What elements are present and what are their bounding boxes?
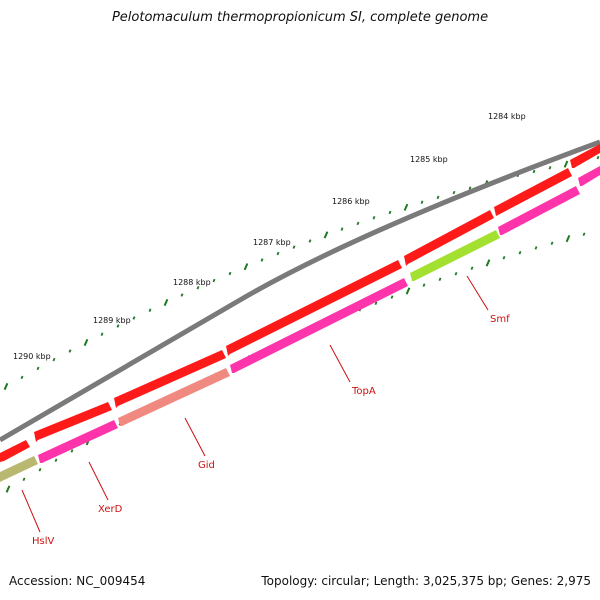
accession-text: Accession: NC_009454 [9, 574, 146, 588]
scale-tick-minor [420, 200, 424, 204]
gene-label-smf: Smf [490, 314, 510, 325]
scale-tick-minor [196, 285, 200, 290]
scale-tick-minor [228, 271, 232, 276]
scale-tick-minor [148, 308, 152, 312]
scale-tick-major [323, 231, 329, 239]
scale-tick-minor [422, 283, 426, 287]
gene-forward[interactable] [0, 440, 30, 462]
scale-tick-minor [534, 246, 538, 250]
scale-tick-minor [518, 250, 522, 255]
gene-labels: HslV XerD Gid TopA Smf [32, 314, 510, 547]
gene-reverse[interactable] [578, 166, 600, 186]
gene-label-hslv: HslV [32, 536, 55, 547]
scale-tick-minor [388, 210, 392, 215]
scale-tick-minor [38, 467, 42, 472]
scale-tick-minor [70, 449, 74, 453]
scale-tick-major [405, 287, 411, 295]
scale-tick-minor [548, 166, 552, 170]
scale-tick-minor [532, 169, 536, 174]
gene-forward[interactable] [114, 350, 226, 408]
forward-strand-genes [0, 144, 600, 462]
gene-label-leaders [21, 275, 489, 533]
map-title: Pelotomaculum thermopropionicum SI, comp… [111, 10, 489, 25]
scale-tick-minor [260, 258, 264, 262]
scale-tick-major [83, 338, 89, 347]
scale-tick-minor [180, 293, 184, 297]
genome-backbone [0, 139, 600, 443]
kbp-label: 1286 kbp [332, 197, 370, 206]
scale-tick-minor [54, 458, 58, 462]
scale-tick-minor [36, 366, 40, 371]
scale-tick-major [485, 259, 491, 267]
kbp-label: 1290 kbp [13, 352, 51, 361]
scale-tick-minor [276, 251, 280, 256]
kbp-label: 1284 kbp [488, 112, 526, 121]
scale-tick-minor [52, 357, 56, 362]
scale-tick-minor [550, 241, 554, 245]
scale-tick-major [565, 234, 571, 243]
gene-smf[interactable] [410, 230, 500, 281]
gene-reverse[interactable] [498, 186, 580, 235]
gene-topa[interactable] [230, 278, 408, 373]
scale-tick-minor [116, 324, 120, 328]
gene-label-topa: TopA [351, 386, 376, 397]
scale-tick-minor [68, 349, 72, 353]
scale-tick-major [403, 203, 409, 211]
scale-tick-minor [438, 277, 442, 282]
kbp-label: 1288 kbp [173, 278, 211, 287]
gene-label-xerd: XerD [98, 504, 123, 515]
reverse-strand-genes [0, 166, 600, 482]
scale-tick-minor [20, 375, 24, 380]
scale-tick-minor [374, 301, 378, 306]
gene-gid[interactable] [118, 368, 230, 426]
scale-tick-minor [596, 155, 600, 160]
scale-tick-minor [22, 477, 26, 482]
scale-tick-minor [452, 190, 456, 195]
scale-tick-minor [390, 295, 394, 299]
kbp-label: 1287 kbp [253, 238, 291, 247]
gene-forward[interactable] [34, 402, 112, 442]
scale-tick-minor [436, 195, 440, 200]
scale-tick-minor [468, 186, 472, 190]
scale-tick-minor [454, 271, 458, 276]
gene-hslv[interactable] [0, 456, 38, 482]
scale-tick-minor [356, 221, 360, 226]
kbp-label: 1289 kbp [93, 316, 131, 325]
scale-tick-major [243, 263, 249, 271]
scale-tick-major [5, 485, 11, 493]
kbp-label: 1285 kbp [410, 155, 448, 164]
scale-tick-major [3, 382, 9, 391]
scale-tick-minor [470, 266, 474, 270]
scale-tick-major [163, 298, 169, 307]
scale-tick-minor [308, 239, 312, 243]
gene-forward[interactable] [494, 168, 572, 216]
scale-tick-minor [582, 232, 586, 236]
gene-forward[interactable] [404, 210, 494, 266]
gene-forward[interactable] [226, 260, 402, 356]
gene-forward[interactable] [570, 144, 600, 168]
scale-tick-minor [100, 332, 104, 336]
scale-tick-major [563, 160, 569, 168]
scale-tick-minor [340, 227, 344, 231]
topology-text: Topology: circular; Length: 3,025,375 bp… [261, 574, 591, 588]
gene-xerd[interactable] [38, 420, 118, 463]
scale-tick-minor [212, 278, 216, 283]
scale-tick-minor [502, 255, 506, 260]
scale-tick-minor [372, 216, 376, 220]
scale-tick-minor [132, 316, 136, 320]
scale-labels: 1290 kbp 1289 kbp 1288 kbp 1287 kbp 1286… [13, 112, 526, 361]
scale-tick-minor [292, 245, 296, 249]
gene-label-gid: Gid [198, 460, 215, 471]
